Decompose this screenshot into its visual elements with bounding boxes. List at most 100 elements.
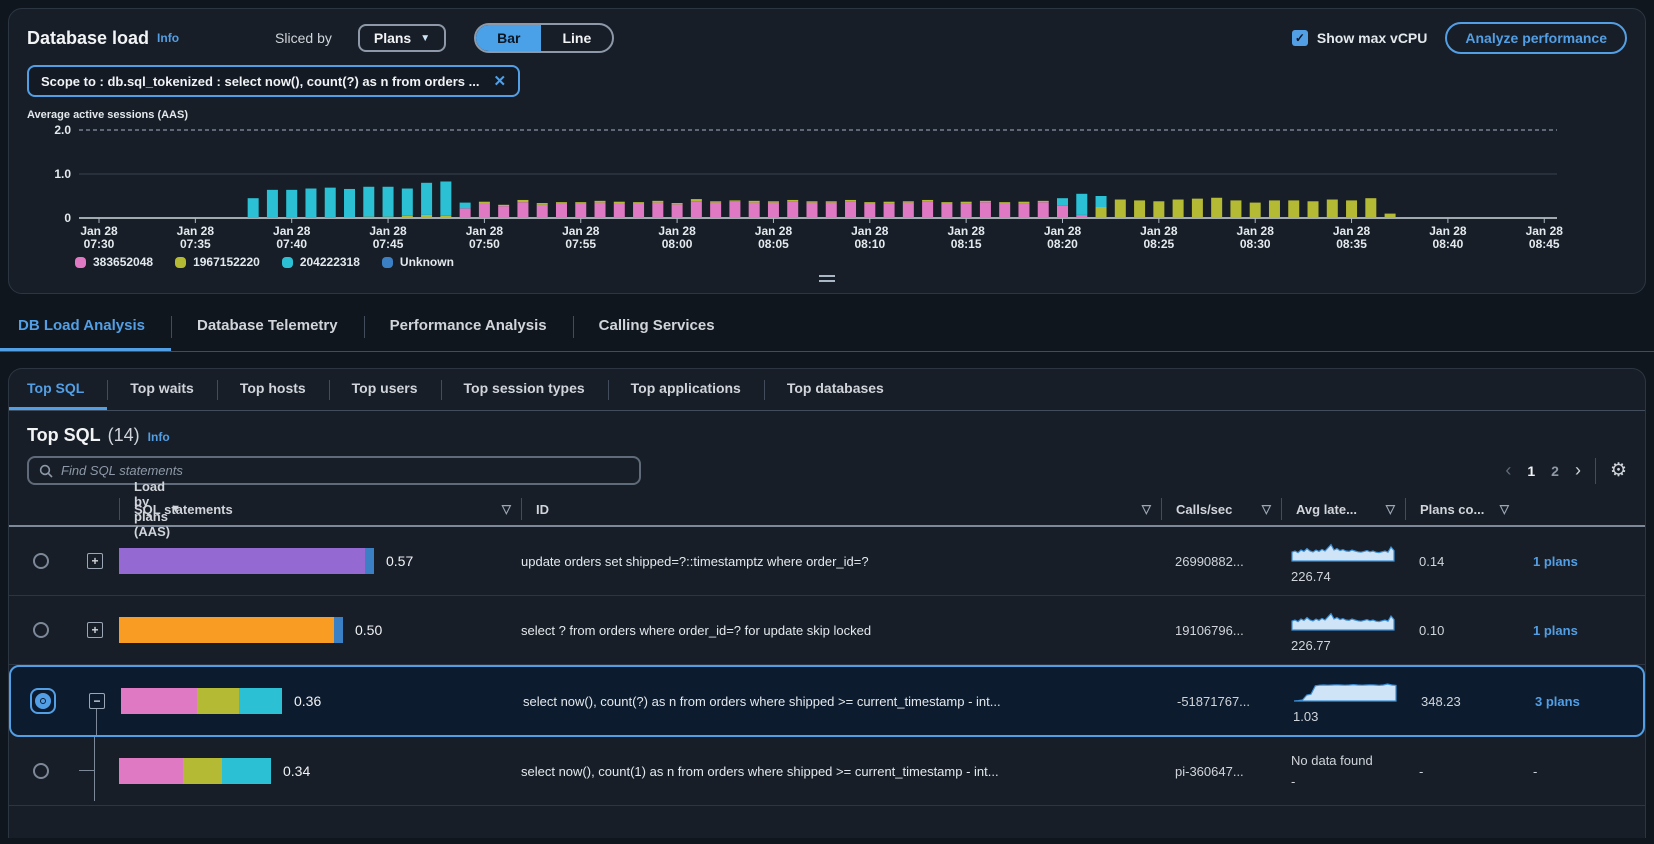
checkbox-checked-icon[interactable]: ✓ — [1291, 30, 1308, 46]
load-bar-cell: 0.36 — [121, 688, 523, 714]
top-sql-header: Top SQL (14) Info — [9, 425, 1645, 446]
line-toggle-button[interactable]: Line — [541, 25, 612, 51]
expand-icon[interactable]: + — [87, 622, 103, 638]
calls-per-sec-value: 226.77 — [1291, 637, 1331, 653]
svg-text:Jan 28: Jan 28 — [273, 224, 311, 238]
table-row[interactable]: − 0.36 select now(), count(?) as n from or… — [9, 665, 1645, 737]
sliced-by-label: Sliced by — [275, 30, 332, 46]
row-radio[interactable] — [33, 763, 49, 779]
table-row[interactable]: +0.50 select ? from orders where order_id… — [9, 596, 1645, 665]
filter-icon[interactable]: ▽ — [1261, 502, 1271, 516]
filter-icon[interactable]: ▽ — [1385, 502, 1395, 516]
bar-toggle-button[interactable]: Bar — [476, 25, 542, 51]
legend-label: 1967152220 — [193, 255, 260, 269]
database-load-info-link[interactable]: Info — [157, 31, 180, 45]
load-bar-segment — [119, 758, 183, 784]
gear-icon[interactable]: ⚙ — [1609, 460, 1627, 481]
avg-latency-cell: 0.14 — [1419, 553, 1445, 569]
svg-text:Jan 28: Jan 28 — [562, 224, 600, 238]
search-input[interactable] — [61, 463, 629, 478]
column-label: ID — [536, 501, 549, 517]
top-sql-panel: Top SQL Top waits Top hosts Top users Top se… — [8, 368, 1646, 838]
sql-statement-link[interactable]: update orders set shipped=?::timestamptz… — [521, 553, 869, 569]
legend-swatch — [75, 256, 86, 268]
row-radio[interactable] — [33, 622, 49, 638]
legend-item-383652048[interactable]: 383652048 — [75, 255, 153, 269]
analyze-performance-button[interactable]: Analyze performance — [1445, 22, 1627, 54]
main-tabs: DB Load Analysis Database Telemetry Perfor… — [0, 302, 1654, 352]
row-radio[interactable] — [33, 553, 49, 569]
plans-count-link[interactable]: 3 plans — [1535, 693, 1580, 709]
svg-text:08:45: 08:45 — [1529, 237, 1560, 251]
avg-latency-cell: - — [1419, 763, 1424, 779]
table-row[interactable]: 0.34 select now(), count(1) as n from ord… — [9, 737, 1645, 806]
row-radio-checked[interactable] — [35, 693, 51, 709]
table-row[interactable]: +0.57 update orders set shipped=?::timest… — [9, 527, 1645, 596]
legend-item-204222318[interactable]: 204222318 — [281, 255, 360, 269]
tree-branch-vertical — [94, 737, 95, 801]
panel-resize-handle[interactable] — [819, 275, 835, 282]
collapse-icon[interactable]: − — [89, 693, 105, 709]
sql-statement-link[interactable]: select ? from orders where order_id=? fo… — [521, 622, 872, 638]
table-toolbar: ‹ 12 › ⚙ — [9, 446, 1645, 493]
svg-text:07:45: 07:45 — [373, 237, 404, 251]
filter-icon[interactable]: ▽ — [501, 502, 511, 516]
page-1[interactable]: 1 — [1527, 462, 1536, 479]
filter-icon[interactable]: ▽ — [1499, 502, 1509, 516]
sub-tab-top-applications[interactable]: Top applications — [607, 369, 764, 410]
sub-tab-top-waits[interactable]: Top waits — [107, 369, 217, 410]
filter-icon[interactable]: ▽ — [1141, 502, 1151, 516]
svg-text:07:30: 07:30 — [84, 237, 115, 251]
close-icon[interactable]: ✕ — [493, 73, 507, 90]
sql-id-cell: pi-360647... — [1175, 763, 1244, 779]
sub-tab-top-users[interactable]: Top users — [328, 369, 441, 410]
show-max-vcpu-checkbox[interactable]: ✓ Show max vCPU — [1291, 30, 1427, 46]
top-sql-count: (14) — [107, 425, 140, 445]
load-bar-segment — [182, 758, 223, 784]
svg-text:07:35: 07:35 — [180, 237, 211, 251]
legend-item-1967152220[interactable]: 1967152220 — [175, 255, 260, 269]
legend-item-Unknown[interactable]: Unknown — [381, 255, 454, 269]
sql-statement-link[interactable]: select now(), count(1) as n from orders … — [521, 763, 999, 779]
page-2[interactable]: 2 — [1551, 462, 1559, 479]
svg-text:Jan 28: Jan 28 — [1526, 224, 1564, 238]
column-header-2: SQL statements ▽ — [119, 498, 521, 520]
search-icon — [39, 464, 53, 478]
slice-dropdown[interactable]: Plans ▼ — [357, 24, 447, 52]
next-page-icon[interactable]: › — [1574, 460, 1581, 480]
sub-tab-top-sql[interactable]: Top SQL — [9, 369, 108, 410]
filter-icon[interactable]: ▼ — [170, 503, 181, 515]
plans-count-link[interactable]: 1 plans — [1533, 622, 1578, 638]
load-bar-segment — [119, 548, 366, 574]
svg-text:Jan 28: Jan 28 — [658, 224, 696, 238]
column-header-1: Load by plans (AAS) ▼ — [119, 479, 181, 539]
load-bar — [119, 617, 343, 643]
row-tree-cell: + — [73, 596, 119, 664]
top-sql-title: Top SQL — [27, 425, 101, 445]
svg-text:Jan 28: Jan 28 — [177, 224, 215, 238]
prev-page-icon[interactable]: ‹ — [1505, 460, 1512, 480]
load-bar-segment — [196, 688, 239, 714]
svg-text:07:40: 07:40 — [276, 237, 307, 251]
expand-icon[interactable]: + — [87, 553, 103, 569]
main-tab-performance-analysis[interactable]: Performance Analysis — [363, 302, 573, 351]
sub-tab-top-session-types[interactable]: Top session types — [440, 369, 608, 410]
sub-tab-top-databases[interactable]: Top databases — [763, 369, 907, 410]
main-tab-database-telemetry[interactable]: Database Telemetry — [170, 302, 364, 351]
top-sql-info-link[interactable]: Info — [147, 430, 170, 444]
sql-statement-link[interactable]: select now(), count(?) as n from orders … — [523, 693, 1001, 709]
load-bar-segment — [119, 617, 334, 643]
svg-text:08:05: 08:05 — [758, 237, 789, 251]
plans-count-link[interactable]: 1 plans — [1533, 553, 1578, 569]
calls-sparkline — [1293, 682, 1397, 702]
column-label: Load by plans (AAS) — [134, 479, 171, 539]
database-load-panel: Database load Info Sliced by Plans ▼ Bar… — [8, 8, 1646, 294]
sql-search-box[interactable] — [27, 456, 641, 485]
main-tab-db-load-analysis[interactable]: DB Load Analysis — [0, 302, 171, 351]
load-value: 0.36 — [294, 693, 322, 709]
main-tab-calling-services[interactable]: Calling Services — [572, 302, 741, 351]
sub-tab-top-hosts[interactable]: Top hosts — [216, 369, 329, 410]
avg-latency-cell: 348.23 — [1421, 693, 1461, 709]
